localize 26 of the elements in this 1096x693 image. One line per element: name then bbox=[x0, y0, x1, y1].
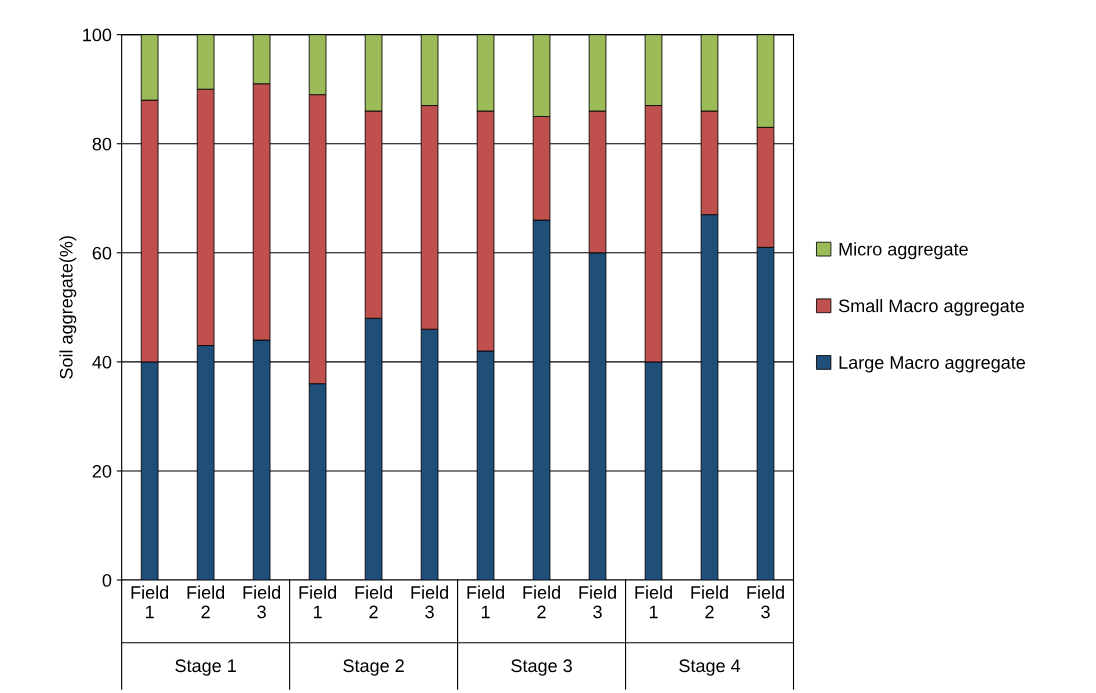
text: Stage 1 bbox=[175, 659, 236, 676]
y-tick-label: 60 bbox=[92, 246, 112, 260]
x-tick-label: Field 2 bbox=[187, 585, 225, 619]
x-tick-label: Field 2 bbox=[691, 585, 728, 619]
y-tick-label: 0 bbox=[102, 573, 112, 587]
text: Stage 4 bbox=[679, 659, 741, 676]
legend-label: Micro aggregate bbox=[839, 242, 968, 260]
legend-label: Large Macro aggregate bbox=[839, 356, 1026, 373]
y-tick-label: 100 bbox=[83, 28, 112, 42]
x-tick-label: Field 3 bbox=[747, 585, 784, 619]
x-tick-label: Field 1 bbox=[467, 585, 504, 619]
y-tick-label: 40 bbox=[92, 355, 112, 369]
text: Stage 2 bbox=[343, 659, 404, 676]
x-tick-label: Field 3 bbox=[411, 585, 448, 619]
y-tick-label: 20 bbox=[92, 464, 112, 478]
text: Stage 3 bbox=[511, 659, 572, 676]
x-tick-label: Field 2 bbox=[355, 585, 392, 619]
x-tick-label: Field 2 bbox=[523, 585, 560, 619]
x-tick-label: Field 3 bbox=[243, 585, 281, 619]
x-tick-label: Field 3 bbox=[579, 585, 616, 619]
y-axis-title: Soil aggregate(%) bbox=[59, 236, 77, 379]
y-tick-label: 80 bbox=[92, 137, 112, 151]
x-tick-label: Field 1 bbox=[131, 585, 169, 619]
x-tick-label: Field 1 bbox=[635, 585, 672, 619]
x-tick-label: Field 1 bbox=[299, 585, 337, 619]
legend-label: Small Macro aggregate bbox=[838, 298, 1024, 316]
